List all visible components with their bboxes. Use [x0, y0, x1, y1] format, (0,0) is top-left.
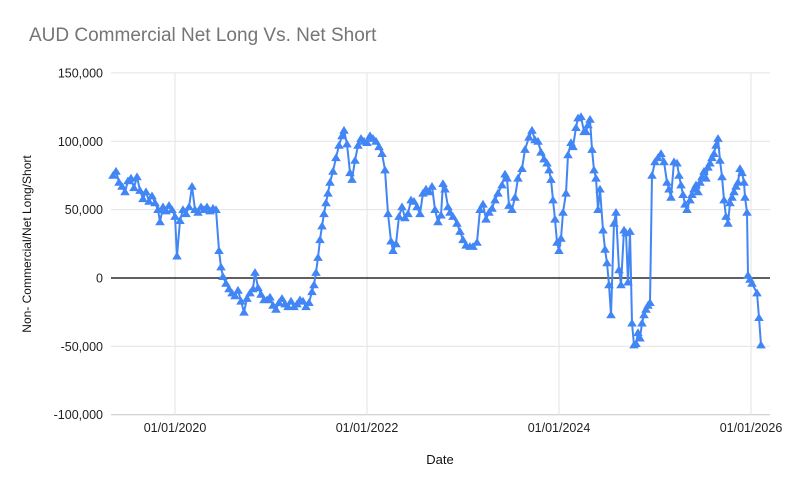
y-axis-tick-label: -50,000: [61, 340, 103, 354]
x-axis-tick-label: 01/01/2026: [720, 421, 783, 435]
x-axis-tick-label: 01/01/2022: [336, 421, 399, 435]
y-axis-tick-label: 100,000: [58, 135, 103, 149]
series-markers: [108, 112, 766, 349]
x-axis-tick-label: 01/01/2020: [144, 421, 207, 435]
x-axis-title: Date: [426, 452, 454, 467]
y-axis-tick-label: -100,000: [54, 408, 103, 422]
y-axis-tick-label: 0: [96, 272, 103, 286]
y-axis-tick-label: 50,000: [65, 203, 103, 217]
chart-title: AUD Commercial Net Long Vs. Net Short: [29, 25, 377, 46]
x-axis-tick-label: 01/01/2024: [528, 421, 591, 435]
y-axis-tick-label: 150,000: [58, 66, 103, 80]
series-line: [112, 115, 762, 346]
